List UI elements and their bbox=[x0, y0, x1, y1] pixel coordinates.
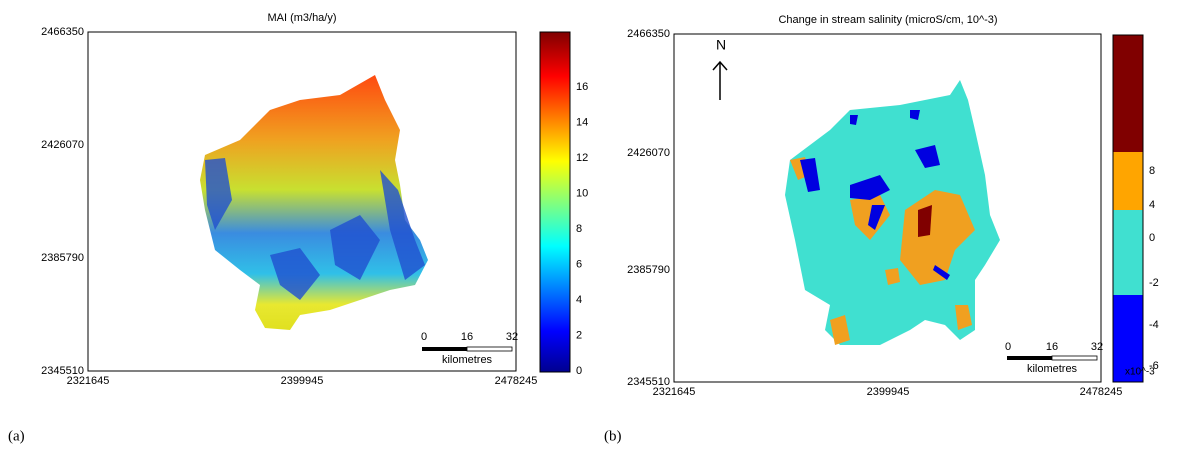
y-tick-label: 2426070 bbox=[41, 139, 84, 151]
colorbar-tick-label: 6 bbox=[576, 258, 582, 270]
scale-bar bbox=[466, 346, 513, 352]
colorbar-tick-label: -4 bbox=[1149, 319, 1159, 331]
y-tick-label: 2466350 bbox=[41, 26, 84, 38]
scale-bar bbox=[422, 347, 467, 351]
colorbar-tick-label: 8 bbox=[1149, 165, 1155, 177]
colorbar-segment bbox=[1113, 295, 1143, 382]
colorbar-tick-label: 0 bbox=[576, 365, 582, 377]
x-tick-label: 2399945 bbox=[281, 375, 324, 387]
caption: (a) bbox=[8, 428, 25, 444]
high-increase-zone bbox=[918, 205, 932, 237]
colorbar-tick-label: 14 bbox=[576, 116, 588, 128]
x-tick-label: 2478245 bbox=[495, 375, 538, 387]
scale-label: 0 bbox=[421, 331, 427, 343]
y-tick-label: 2385790 bbox=[41, 252, 84, 264]
y-tick-label: 2466350 bbox=[627, 28, 670, 40]
colorbar-tick-label: 0 bbox=[1149, 232, 1155, 244]
x-tick-label: 2321645 bbox=[67, 375, 110, 387]
colorbar-exponent: x10^-3 bbox=[1125, 367, 1155, 378]
colorbar-tick-label: 4 bbox=[576, 294, 582, 306]
y-tick-label: 2426070 bbox=[627, 147, 670, 159]
colorbar-segment bbox=[1113, 35, 1143, 152]
decrease-zones bbox=[800, 110, 950, 280]
colorbar-tick-label: 16 bbox=[576, 81, 588, 93]
scale-unit: kilometres bbox=[442, 354, 493, 366]
scale-label: 32 bbox=[1091, 341, 1103, 353]
y-tick-label: 2385790 bbox=[627, 264, 670, 276]
low-mai-patches bbox=[205, 158, 425, 300]
scale-unit: kilometres bbox=[1027, 363, 1078, 375]
scale-bar bbox=[1051, 355, 1098, 361]
colorbar-segment bbox=[1113, 152, 1143, 210]
colorbar bbox=[539, 31, 571, 373]
map-title: MAI (m3/ha/y) bbox=[267, 12, 336, 24]
colorbar-tick-label: -2 bbox=[1149, 277, 1159, 289]
colorbar-tick-label: 12 bbox=[576, 152, 588, 164]
x-tick-label: 2321645 bbox=[653, 386, 696, 398]
caption: (b) bbox=[604, 428, 622, 444]
x-tick-label: 2478245 bbox=[1080, 386, 1123, 398]
scale-label: 16 bbox=[461, 331, 473, 343]
scale-bar bbox=[1007, 356, 1052, 360]
catchment bbox=[200, 75, 428, 330]
colorbar-segment bbox=[1113, 210, 1143, 295]
panel-a: MAI (m3/ha/y) 2466350 2426070 2385790 23… bbox=[8, 12, 588, 445]
y-tick-label: 2345510 bbox=[41, 365, 84, 377]
colorbar-tick-label: -6 bbox=[1149, 360, 1159, 372]
scale-label: 0 bbox=[1005, 341, 1011, 353]
x-tick-label: 2399945 bbox=[867, 386, 910, 398]
map-title: Change in stream salinity (microS/cm, 10… bbox=[778, 14, 997, 26]
colorbar bbox=[1112, 34, 1144, 383]
colorbar-tick-label: 8 bbox=[576, 223, 582, 235]
colorbar-tick-label: 4 bbox=[1149, 199, 1155, 211]
y-tick-label: 2345510 bbox=[627, 376, 670, 388]
panel-b: Change in stream salinity (microS/cm, 10… bbox=[604, 14, 1159, 445]
north-arrow bbox=[712, 60, 728, 71]
scale-label: 32 bbox=[506, 331, 518, 343]
colorbar-tick-label: 2 bbox=[576, 329, 582, 341]
colorbar-tick-label: 10 bbox=[576, 187, 588, 199]
scale-label: 16 bbox=[1046, 341, 1058, 353]
north-label: N bbox=[716, 37, 726, 53]
